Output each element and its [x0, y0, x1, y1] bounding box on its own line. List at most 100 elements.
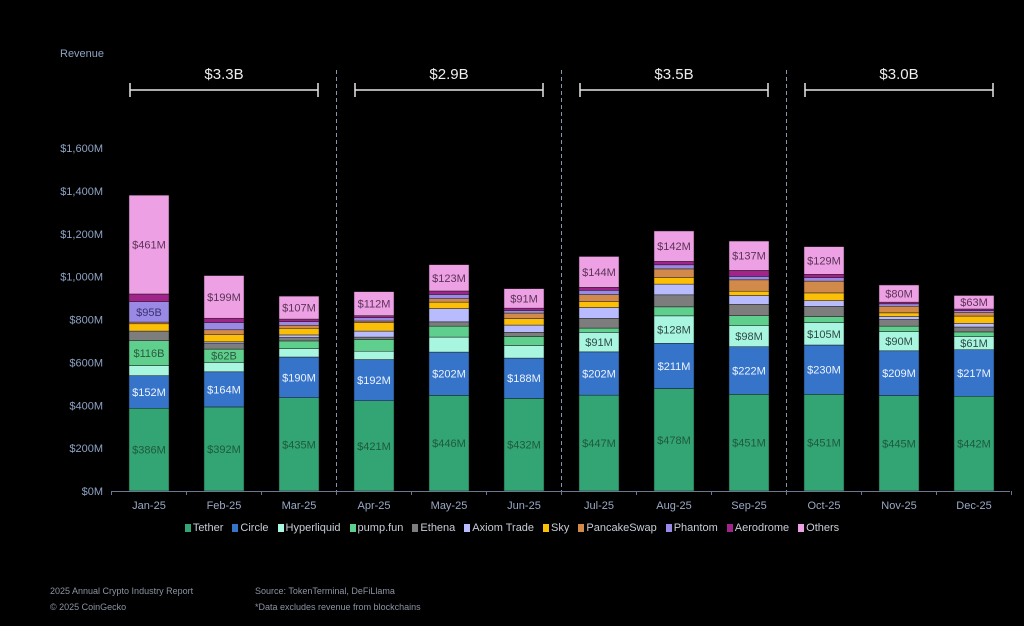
legend-swatch: [184, 524, 191, 532]
x-tick-label: Jan-25: [132, 500, 166, 512]
bar-segment-aerodrome: [653, 261, 695, 266]
legend-item: Ethena: [412, 522, 455, 534]
legend-label: pump.fun: [357, 522, 404, 534]
legend-item: Others: [798, 522, 839, 534]
legend-item: Axiom Trade: [464, 522, 534, 534]
bar-segment-tether: [728, 394, 770, 492]
x-tick-label: Feb-25: [207, 500, 242, 512]
bar-segment-hyperliquid: [128, 365, 170, 376]
legend-label: Others: [806, 522, 840, 534]
segment-label: $190M: [282, 372, 316, 384]
bar-segment-sky: [953, 315, 995, 324]
segment-label: $91M: [510, 293, 538, 305]
footer-copyright: © 2025 CoinGecko: [50, 602, 127, 612]
bar-segment-pump-fun: [128, 340, 170, 366]
bar-segment-tether: [428, 395, 470, 492]
segment-label: $209M: [882, 368, 916, 380]
bar-segment-tether: [878, 395, 920, 492]
bar-segment-tether: [503, 398, 545, 492]
segment-label: $211M: [658, 361, 691, 373]
legend-item: Tether: [184, 522, 224, 534]
bar-segment-hyperliquid: [203, 362, 245, 373]
bar-segment-pancakeswap: [428, 298, 470, 303]
bar-segment-aerodrome: [128, 293, 170, 302]
bar-segment-sky: [278, 328, 320, 336]
x-tick-label: Oct-25: [807, 500, 840, 512]
bar-segment-others: [878, 284, 920, 303]
segment-label: $152M: [132, 387, 166, 399]
segment-label: $129M: [807, 255, 841, 267]
bar-segment-aerodrome: [503, 307, 545, 311]
legend-item: Phantom: [665, 522, 718, 534]
segment-label: $435M: [282, 439, 316, 451]
segment-label: $137M: [732, 251, 766, 263]
bar-segment-ethena: [503, 332, 545, 337]
legend-item: Aerodrome: [726, 522, 790, 534]
segment-label: $107M: [282, 303, 316, 315]
segment-label: $421M: [357, 441, 391, 453]
bar-segment-ethena: [203, 342, 245, 350]
footer-source: Source: TokenTerminal, DeFiLlama: [255, 586, 395, 596]
y-tick-label: $0M: [82, 486, 103, 498]
bar-segment-axiom-trade: [428, 308, 470, 323]
bars: $386M $152M $116B $95B $461M $392M $164M $62B $1…: [128, 194, 995, 492]
bar-segment-sky: [353, 322, 395, 332]
legend-swatch: [726, 524, 733, 532]
bar-segment-phantom: [803, 277, 845, 282]
legend-swatch: [578, 524, 585, 532]
bar-segment-tether: [128, 408, 170, 492]
bar-segment-ethena: [353, 336, 395, 340]
annotation-total-label: $2.9B: [429, 66, 468, 83]
segment-label: $116B: [134, 348, 165, 360]
legend-label: Tether: [192, 522, 224, 534]
bar-segment-aerodrome: [803, 274, 845, 278]
bar-segment-circle: [203, 371, 245, 408]
bar-segment-phantom: [278, 321, 320, 326]
legend-item: pump.fun: [349, 522, 404, 534]
bar-segment-tether: [953, 395, 995, 492]
segment-label: $451M: [732, 438, 766, 450]
bar-segment-pump-fun: [653, 306, 695, 317]
bar-segment-ethena: [953, 326, 995, 333]
bar-segment-pancakeswap: [728, 279, 770, 292]
bar-segment-axiom-trade: [353, 330, 395, 338]
bar-segment-axiom-trade: [803, 300, 845, 307]
segment-label: $192M: [357, 375, 391, 387]
bar-segment-circle: [128, 375, 170, 409]
bar-segment-aerodrome: [878, 301, 920, 305]
x-tick-label: Dec-25: [956, 500, 991, 512]
legend-item: PancakeSwap: [578, 522, 657, 534]
bar-segment-hyperliquid: [278, 348, 320, 358]
bar-segment-phantom: [353, 317, 395, 322]
bar-segment-aerodrome: [353, 315, 395, 318]
x-tick-label: Nov-25: [881, 500, 916, 512]
legend-label: Phantom: [673, 522, 718, 534]
bar-segment-pump-fun: [428, 325, 470, 338]
bar-segment-ethena: [728, 304, 770, 316]
bar-segment-aerodrome: [428, 290, 470, 295]
segment-label: $62B: [211, 351, 237, 363]
x-tick-label: Jun-25: [507, 500, 541, 512]
segment-label: $478M: [657, 435, 691, 447]
bar-segment-pancakeswap: [278, 325, 320, 329]
bar-segment-tether: [278, 397, 320, 492]
legend-label: Aerodrome: [734, 522, 790, 534]
bar-segment-circle: [428, 351, 470, 396]
annotation-total-label: $3.5B: [654, 66, 693, 83]
y-tick-label: $400M: [69, 400, 103, 412]
x-axis: Jan-25 Feb-25 Mar-25 Apr-25 May-25 Jun-25 Jul-…: [111, 491, 1012, 512]
segment-label: $199M: [207, 292, 241, 304]
bar-segment-pump-fun: [728, 315, 770, 326]
bar-segment-sky: [203, 334, 245, 343]
bar-segment-pump-fun: [278, 340, 320, 349]
bar-segment-pancakeswap: [578, 294, 620, 302]
quarter-separators: [336, 70, 787, 491]
bar-segment-others: [728, 240, 770, 271]
segment-label: $91M: [585, 337, 613, 349]
y-axis-title: Revenue: [60, 48, 104, 60]
y-tick-label: $1,600M: [60, 143, 103, 155]
bar-segment-circle: [578, 351, 620, 396]
bar-segment-axiom-trade: [503, 324, 545, 333]
legend-label: Axiom Trade: [472, 522, 535, 534]
